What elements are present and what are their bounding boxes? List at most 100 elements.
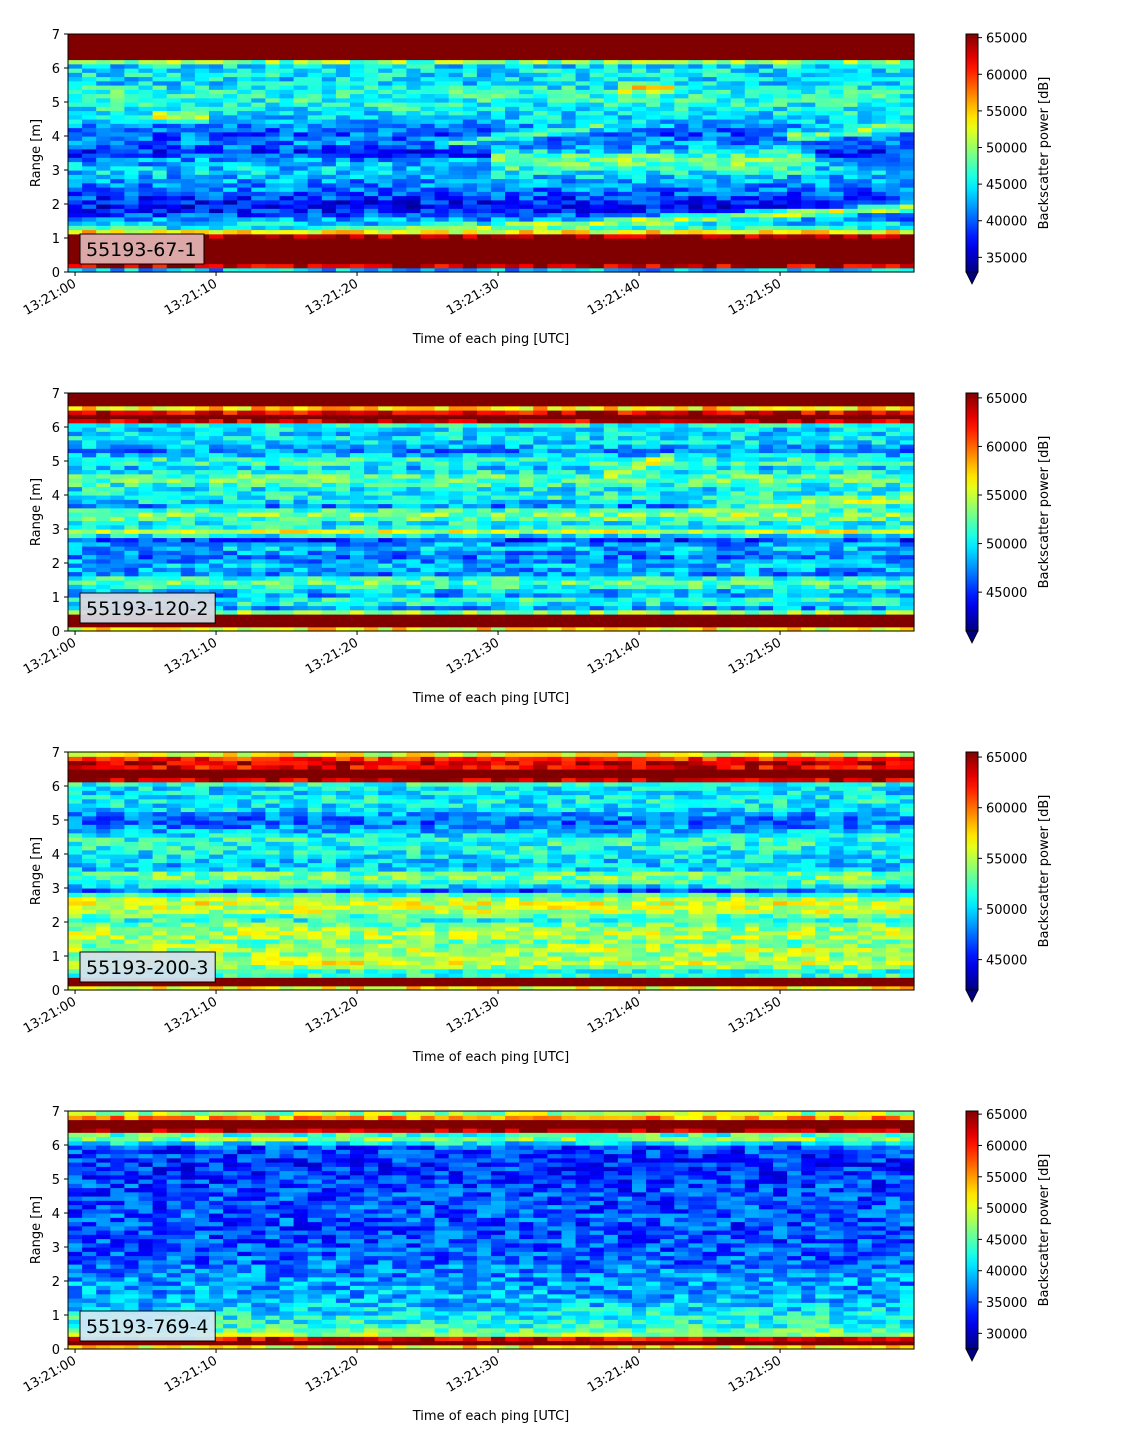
x-tick-label: 13:21:20 (303, 276, 361, 318)
y-tick-label: 1 (52, 591, 60, 606)
x-tick-label: 13:21:20 (303, 994, 361, 1036)
colorbar-extend-min (965, 989, 979, 1003)
x-tick-label: 13:21:30 (444, 276, 502, 318)
y-tick-label: 3 (52, 164, 60, 179)
y-tick-label: 0 (52, 1343, 60, 1358)
colorbar-tick-label: 50000 (986, 142, 1027, 157)
axes-frame (67, 1110, 915, 1350)
instrument-label: 55193-67-1 (86, 239, 196, 261)
colorbar-tick-label: 35000 (986, 1296, 1027, 1311)
colorbar-tick-label: 65000 (986, 1108, 1027, 1123)
x-tick-label: 13:21:30 (444, 994, 502, 1036)
colorbar (966, 34, 978, 272)
x-tick-label: 13:21:00 (21, 1353, 79, 1395)
echogram-panel-4: 0 1 2 3 4 5 6 7 13:21:00 13:21:10 13:21:20 13:21:30… (21, 1105, 1052, 1424)
y-axis-label: Range [m] (29, 478, 44, 546)
y-tick-label: 3 (52, 523, 60, 538)
y-tick-label: 0 (52, 266, 60, 281)
echogram-panel-3: 0 1 2 3 4 5 6 7 13:21:00 13:21:10 13:21:20 13:21:30… (21, 746, 1052, 1065)
colorbar-tick-label: 55000 (986, 852, 1027, 867)
colorbar-tick-label: 50000 (986, 538, 1027, 553)
x-tick-label: 13:21:40 (585, 276, 643, 318)
y-tick-label: 5 (52, 814, 60, 829)
x-axis-label: Time of each ping [UTC] (412, 1409, 570, 1424)
y-axis-label: Range [m] (29, 119, 44, 187)
colorbar-tick-label: 55000 (986, 489, 1027, 504)
x-tick-label: 13:21:50 (726, 1353, 784, 1395)
x-tick-label: 13:21:40 (585, 994, 643, 1036)
y-tick-label: 6 (52, 421, 60, 436)
instrument-label: 55193-769-4 (86, 1316, 209, 1338)
axes-frame (67, 392, 915, 632)
instrument-label-box (79, 592, 216, 624)
colorbar-tick-label: 65000 (986, 32, 1027, 47)
y-tick-label: 7 (52, 746, 60, 761)
colorbar-tick-label: 60000 (986, 440, 1027, 455)
colorbar-tick-label: 65000 (986, 392, 1027, 407)
colorbar-tick-label: 60000 (986, 68, 1027, 83)
y-tick-label: 1 (52, 232, 60, 247)
y-tick-label: 4 (52, 130, 60, 145)
colorbar (966, 393, 978, 631)
colorbar-tick-label: 50000 (986, 1202, 1027, 1217)
heatmap-cells (68, 1111, 915, 1350)
y-tick-label: 6 (52, 62, 60, 77)
colorbar-tick-label: 45000 (986, 178, 1027, 193)
y-tick-label: 7 (52, 387, 60, 402)
colorbar-extend-min (965, 271, 979, 285)
y-tick-label: 4 (52, 1207, 60, 1222)
y-tick-label: 0 (52, 625, 60, 640)
x-tick-label: 13:21:10 (162, 994, 220, 1036)
echogram-panel-1: 0 1 2 3 4 5 6 7 13:21:00 13:21:10 13:21:20 13:21:30… (21, 28, 1052, 347)
x-tick-label: 13:21:30 (444, 635, 502, 677)
x-tick-label: 13:21:00 (21, 994, 79, 1036)
instrument-label: 55193-200-3 (86, 957, 209, 979)
y-tick-label: 1 (52, 1309, 60, 1324)
x-axis-label: Time of each ping [UTC] (412, 691, 570, 706)
colorbar-tick-label: 55000 (986, 105, 1027, 120)
colorbar (966, 1111, 978, 1349)
heatmap-cells (68, 752, 915, 991)
x-tick-label: 13:21:40 (585, 635, 643, 677)
y-tick-label: 4 (52, 848, 60, 863)
y-tick-label: 5 (52, 455, 60, 470)
y-tick-label: 6 (52, 1139, 60, 1154)
colorbar-extend-min (965, 1348, 979, 1362)
x-tick-label: 13:21:10 (162, 635, 220, 677)
colorbar-tick-label: 35000 (986, 251, 1027, 266)
y-tick-label: 3 (52, 1241, 60, 1256)
echogram-panel-2: 0 1 2 3 4 5 6 7 13:21:00 13:21:10 13:21:20 13:21:30… (21, 387, 1052, 706)
y-tick-label: 5 (52, 1173, 60, 1188)
y-tick-label: 7 (52, 1105, 60, 1120)
colorbar-label: Backscatter power [dB] (1037, 795, 1052, 948)
instrument-label-box (79, 1310, 216, 1342)
y-tick-label: 5 (52, 96, 60, 111)
axes-frame (67, 751, 915, 991)
y-tick-label: 7 (52, 28, 60, 43)
y-axis-label: Range [m] (29, 1196, 44, 1264)
y-tick-label: 0 (52, 984, 60, 999)
y-tick-label: 1 (52, 950, 60, 965)
x-axis-label: Time of each ping [UTC] (412, 1050, 570, 1065)
y-tick-label: 2 (52, 198, 60, 213)
colorbar-tick-label: 60000 (986, 1139, 1027, 1154)
y-tick-label: 2 (52, 916, 60, 931)
x-tick-label: 13:21:50 (726, 635, 784, 677)
colorbar-tick-label: 55000 (986, 1171, 1027, 1186)
y-tick-label: 2 (52, 557, 60, 572)
colorbar-extend-min (965, 630, 979, 644)
x-tick-label: 13:21:10 (162, 276, 220, 318)
colorbar-tick-label: 45000 (986, 586, 1027, 601)
instrument-label-box (79, 233, 205, 265)
axes-frame (67, 33, 915, 273)
colorbar-tick-label: 65000 (986, 751, 1027, 766)
colorbar-tick-label: 60000 (986, 802, 1027, 817)
x-tick-label: 13:21:50 (726, 276, 784, 318)
x-tick-label: 13:21:20 (303, 635, 361, 677)
x-tick-label: 13:21:00 (21, 635, 79, 677)
colorbar-label: Backscatter power [dB] (1037, 77, 1052, 230)
y-axis-label: Range [m] (29, 837, 44, 905)
x-tick-label: 13:21:20 (303, 1353, 361, 1395)
instrument-label-box (79, 951, 216, 983)
